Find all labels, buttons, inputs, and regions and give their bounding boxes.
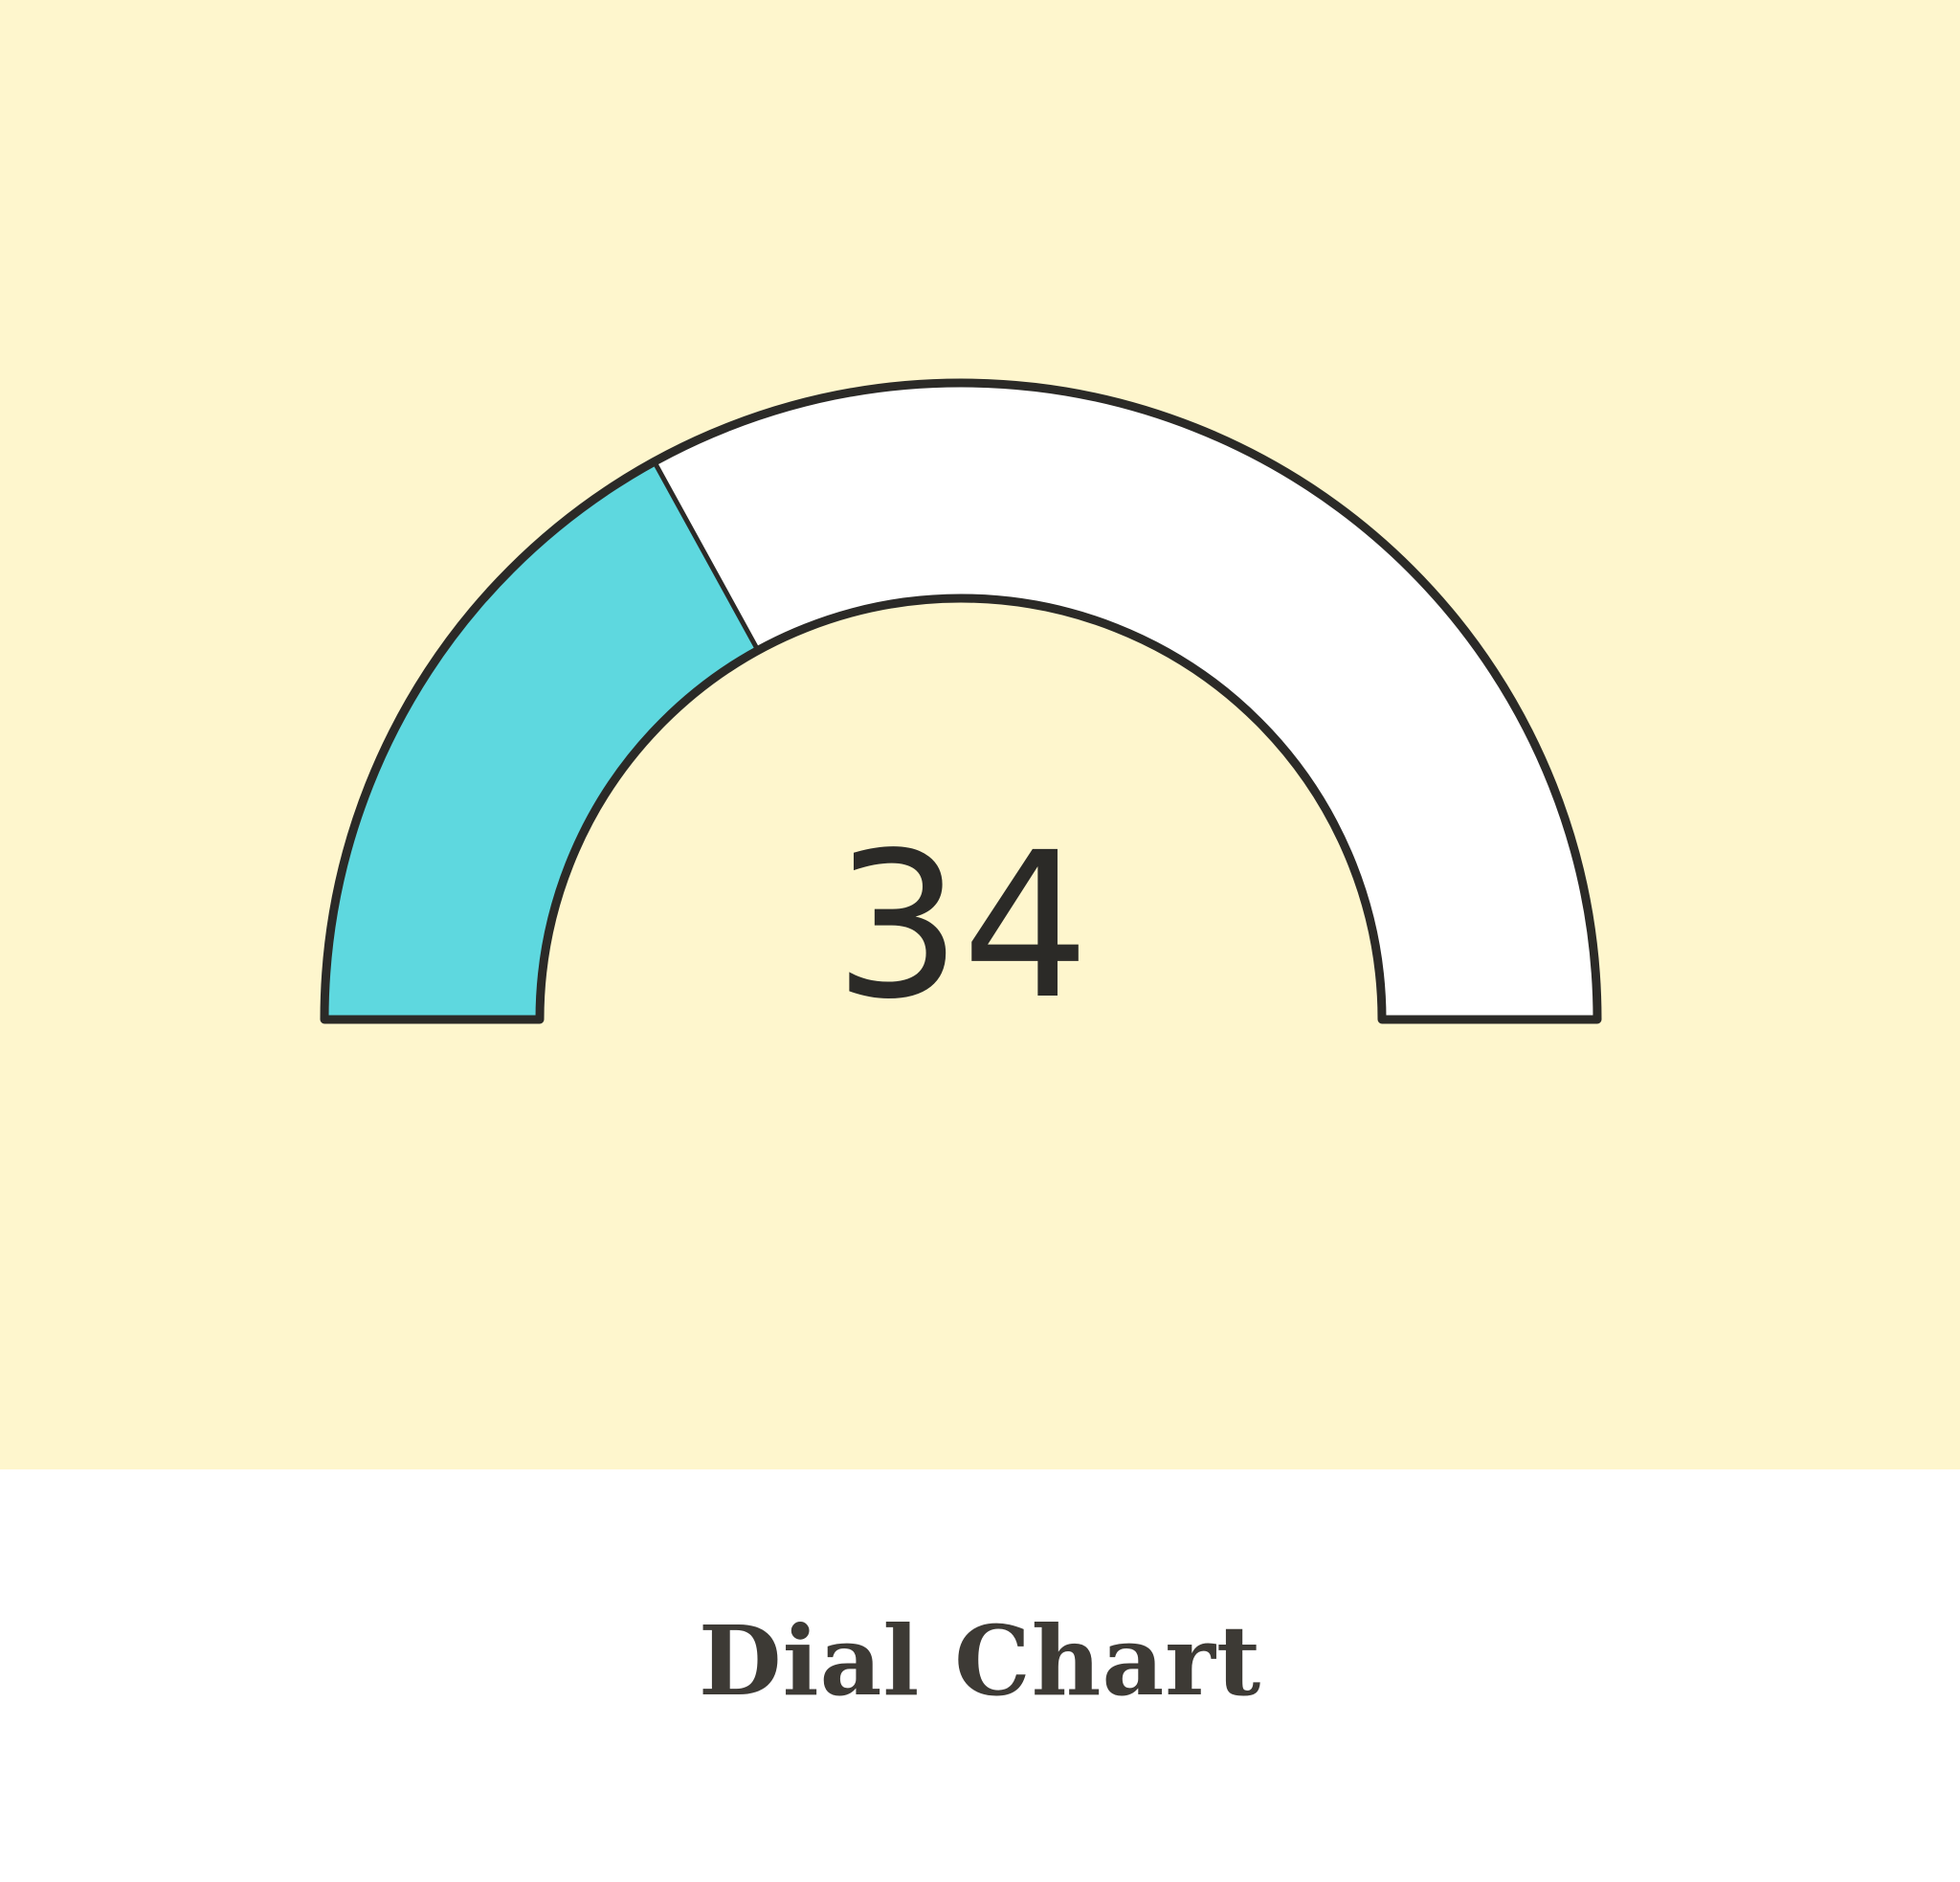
dial-divider-line [652,460,761,652]
dial-outline [320,378,1602,1024]
dial-filled-segment [324,461,759,1019]
dial-remaining-segment [654,383,1597,1019]
dial-chart: 34 [320,378,1602,1043]
chart-caption: Dial Chart [698,1604,1262,1717]
caption-area: Dial Chart [0,1469,1960,1882]
chart-area: 34 [0,0,1960,1469]
dial-value-label: 34 [834,809,1089,1043]
